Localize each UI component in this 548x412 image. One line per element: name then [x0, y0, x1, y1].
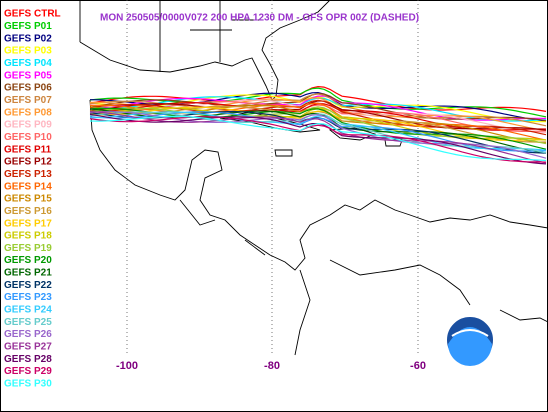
- legend-entry: GEFS P21: [4, 268, 52, 279]
- legend-entry: GEFS P11: [4, 144, 52, 155]
- legend-entry: GEFS P19: [4, 243, 52, 254]
- ensemble-line: [89, 85, 547, 112]
- title: MON 250505/0000V072 200 HPA 1230 DM - GF…: [100, 13, 419, 24]
- legend-entry: GEFS P03: [4, 46, 52, 57]
- lon-label: -60: [410, 360, 426, 372]
- coast: [79, 0, 331, 101]
- ensemble-line: [89, 115, 547, 162]
- legend-entry: GEFS P01: [4, 21, 52, 32]
- legend-entry: GEFS P08: [4, 107, 52, 118]
- border: [179, 199, 471, 356]
- legend-entry: GEFS P17: [4, 218, 52, 229]
- coast: [89, 99, 548, 271]
- legend-entry: GEFS P09: [4, 120, 52, 131]
- legend-entry: GEFS P23: [4, 292, 52, 303]
- legend-entry: GEFS P13: [4, 169, 52, 180]
- legend-entry: GEFS P26: [4, 329, 52, 340]
- legend-entry: GEFS P20: [4, 255, 52, 266]
- legend-entry: GEFS P04: [4, 58, 52, 69]
- border: [79, 0, 260, 72]
- island: [219, 111, 321, 133]
- legend-entry: GEFS P24: [4, 305, 52, 316]
- ensemble-lines: [89, 85, 547, 165]
- ensemble-line: [89, 111, 547, 151]
- legend-entry: GEFS P30: [4, 379, 52, 390]
- legend-entry: GEFS P10: [4, 132, 52, 143]
- legend-entry: GEFS CTRL: [4, 9, 61, 20]
- legend-entry: GEFS P16: [4, 206, 52, 217]
- logo-bird: [451, 329, 489, 337]
- ensemble-line: [89, 111, 547, 154]
- coast: [499, 309, 548, 323]
- lon-label: -100: [116, 360, 138, 372]
- ensemble-line: [89, 116, 547, 163]
- legend-entry: GEFS P05: [4, 70, 52, 81]
- legend-entry: GEFS P07: [4, 95, 52, 106]
- legend-entry: GEFS P27: [4, 342, 52, 353]
- legend-entry: GEFS P12: [4, 157, 52, 168]
- ensemble-line: [89, 106, 546, 141]
- legend-entry: GEFS P22: [4, 280, 52, 291]
- legend-entry: GEFS P06: [4, 83, 52, 94]
- legend-entry: GEFS P29: [4, 366, 52, 377]
- legend-entry: GEFS P14: [4, 181, 52, 192]
- legend-entry: GEFS P02: [4, 33, 52, 44]
- lon-label: -80: [264, 360, 280, 372]
- legend-entry: GEFS P25: [4, 317, 52, 328]
- logo-wave: [448, 327, 492, 366]
- legend-entry: GEFS P28: [4, 354, 52, 365]
- ensemble-line: [89, 99, 547, 136]
- coastlines: [79, 0, 548, 356]
- legend-entry: GEFS P15: [4, 194, 52, 205]
- noaa-logo: [445, 315, 495, 366]
- legend-entry: GEFS P18: [4, 231, 52, 242]
